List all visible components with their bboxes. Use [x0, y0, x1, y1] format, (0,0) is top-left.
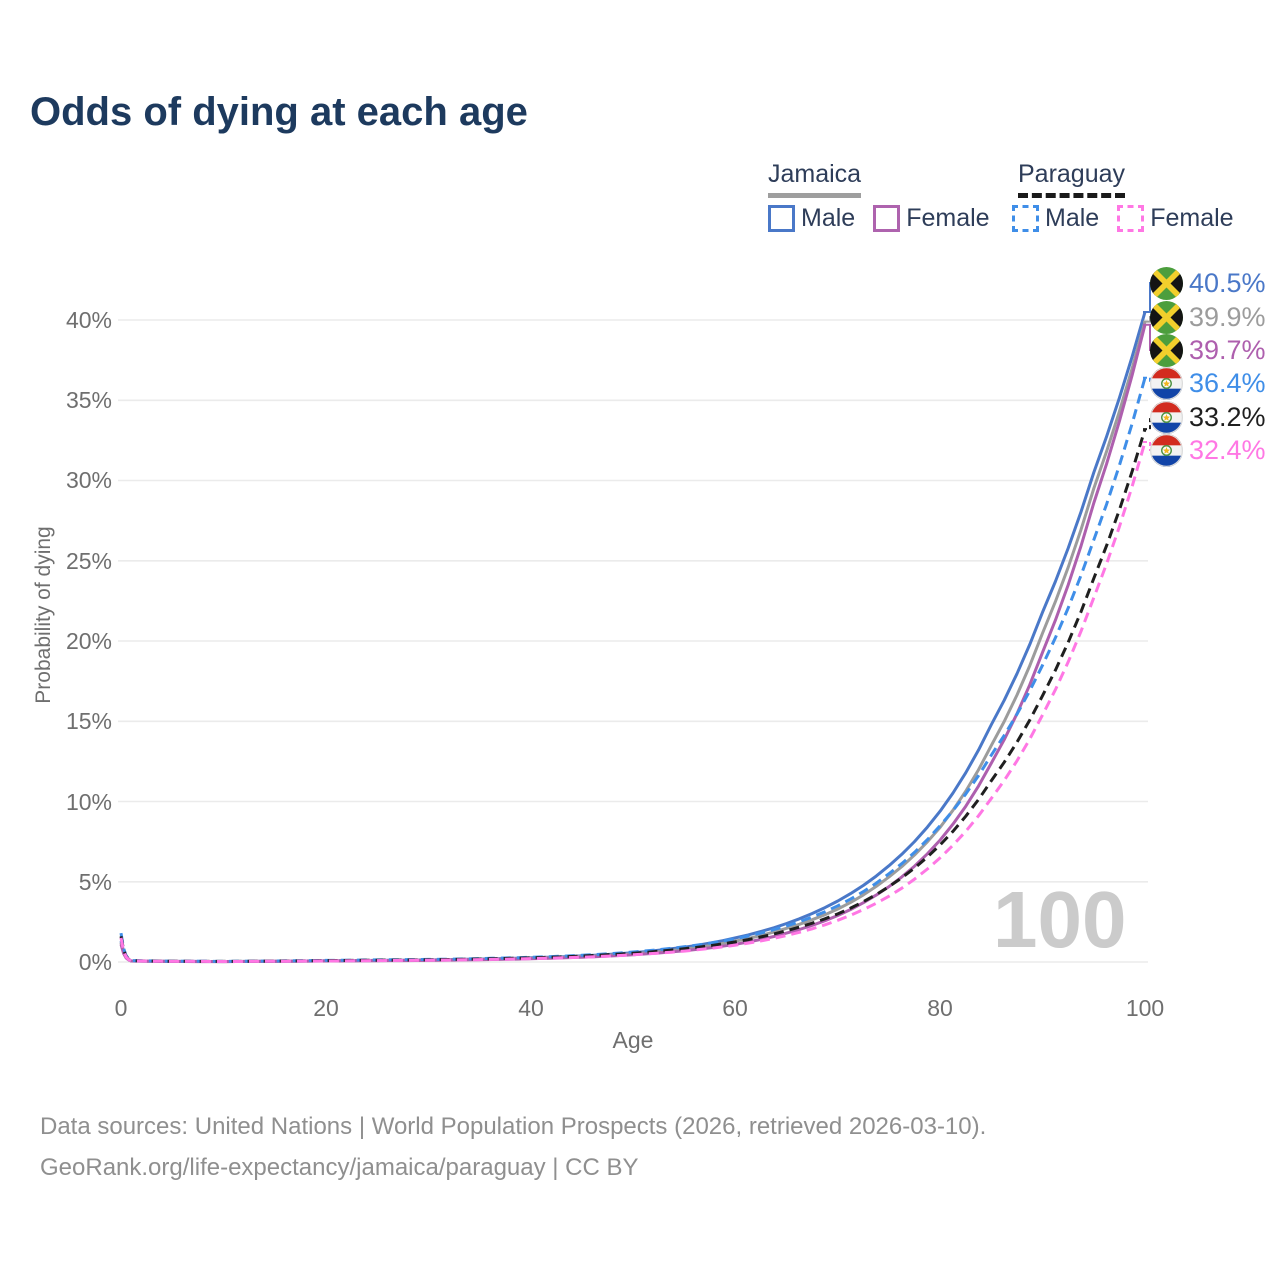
- end-label-jamaica-both: 39.9%: [1150, 300, 1266, 334]
- y-tick-30: 30%: [65, 467, 112, 493]
- end-label-paraguay-female: 32.4%: [1150, 433, 1266, 467]
- paraguay-flag-icon: [1150, 367, 1183, 400]
- legend-country-jamaica: Jamaica: [768, 160, 862, 198]
- x-tick-60: 60: [722, 995, 748, 1021]
- watermark-age-100: 100: [993, 875, 1127, 964]
- paraguay-flag-icon: [1150, 434, 1183, 467]
- legend-items-jamaica: Male Female: [768, 204, 990, 233]
- paraguay-flag-icon: [1150, 401, 1183, 434]
- y-tick-10: 10%: [65, 789, 112, 815]
- x-tick-40: 40: [518, 995, 544, 1021]
- jamaica-flag-icon: [1150, 267, 1183, 300]
- end-label-jamaica-male: 40.5%: [1150, 266, 1266, 300]
- series-line-paraguay-female: [119, 441, 1147, 963]
- y-axis-title: Probability of dying: [32, 526, 55, 704]
- end-label-value: 32.4%: [1189, 434, 1266, 465]
- legend-item-paraguay-male: Male: [1012, 204, 1099, 233]
- end-label-jamaica-female: 39.7%: [1150, 333, 1266, 367]
- end-label-value: 39.7%: [1189, 334, 1266, 365]
- legend-country-paraguay: Paraguay: [1018, 160, 1126, 198]
- y-tick-0: 0%: [78, 949, 112, 975]
- series-line-jamaica-female: [119, 324, 1147, 964]
- y-tick-40: 40%: [65, 307, 112, 333]
- jamaica-male-swatch-icon: [768, 205, 795, 232]
- end-label-value: 36.4%: [1189, 367, 1266, 398]
- y-tick-15: 15%: [65, 708, 112, 734]
- y-tick-25: 25%: [65, 548, 112, 574]
- series-line-jamaica-male: [119, 311, 1147, 963]
- legend-label: Female: [1150, 204, 1234, 232]
- legend-label: Male: [1045, 204, 1100, 232]
- end-label-value: 39.9%: [1189, 301, 1266, 332]
- jamaica-flag-icon: [1150, 301, 1183, 334]
- legend-items-paraguay: Male Female: [1012, 204, 1234, 233]
- paraguay-female-swatch-icon: [1117, 205, 1145, 232]
- y-tick-20: 20%: [65, 628, 112, 654]
- x-tick-100: 100: [1125, 995, 1165, 1021]
- y-tick-35: 35%: [65, 387, 112, 413]
- jamaica-female-swatch-icon: [873, 205, 901, 232]
- footer-attribution: GeoRank.org/life-expectancy/jamaica/para…: [40, 1154, 639, 1181]
- x-axis-title: Age: [612, 1027, 654, 1053]
- chart-title: Odds of dying at each age: [30, 90, 528, 134]
- x-tick-0: 0: [114, 995, 128, 1021]
- series-line-paraguay-male: [119, 377, 1147, 963]
- end-label-paraguay-both: 33.2%: [1150, 400, 1266, 434]
- end-label-paraguay-male: 36.4%: [1150, 366, 1266, 400]
- legend-item-paraguay-female: Female: [1117, 204, 1234, 233]
- paraguay-male-swatch-icon: [1012, 205, 1039, 232]
- y-tick-5: 5%: [78, 869, 112, 895]
- jamaica-flag-icon: [1150, 334, 1183, 367]
- legend-label: Female: [906, 204, 990, 232]
- footer: Data sources: United Nations | World Pop…: [40, 1106, 986, 1188]
- footer-data-sources: Data sources: United Nations | World Pop…: [40, 1113, 987, 1140]
- legend-item-jamaica-female: Female: [873, 204, 990, 233]
- legend-label: Male: [801, 204, 856, 232]
- end-label-value: 33.2%: [1189, 401, 1266, 432]
- end-label-value: 40.5%: [1189, 267, 1266, 298]
- x-tick-20: 20: [313, 995, 339, 1021]
- legend-item-jamaica-male: Male: [768, 204, 855, 233]
- x-tick-80: 80: [927, 995, 953, 1021]
